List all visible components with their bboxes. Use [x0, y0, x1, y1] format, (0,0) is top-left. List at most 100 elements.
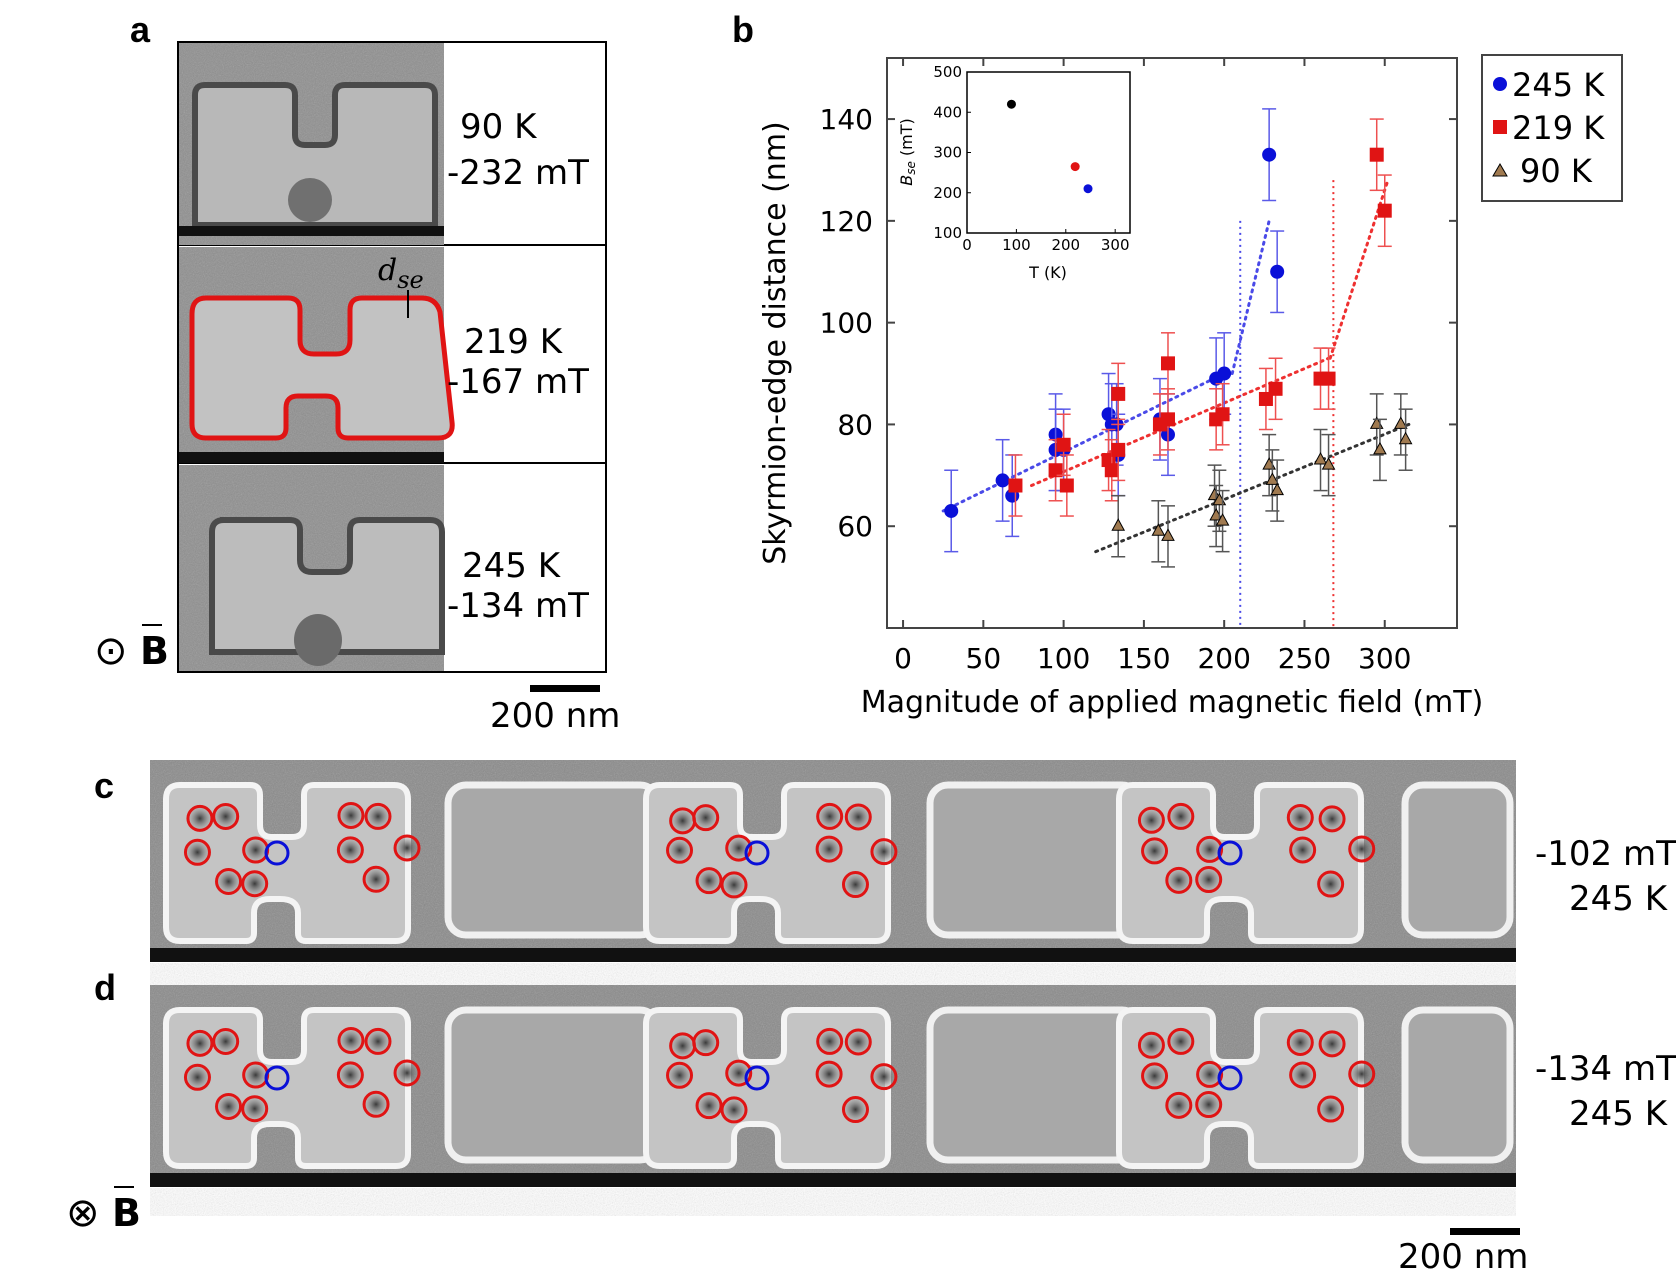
inset-x-label: T (K): [1028, 263, 1067, 282]
y-tick-label: 140: [820, 103, 873, 136]
data-point-90k: [1270, 482, 1285, 496]
temp-label-245k: 245 K: [462, 546, 562, 586]
data-points: [944, 108, 1413, 568]
panel-c: c -102 mT 245 K: [94, 760, 1676, 991]
data-point-219k: [1268, 381, 1283, 396]
temp-label-90k: 90 K: [460, 107, 538, 147]
x-tick-label: 250: [1278, 642, 1331, 675]
micrograph-90k: [179, 43, 444, 245]
panel-c-label: c: [94, 765, 114, 806]
field-label-134: -134 mT: [447, 586, 589, 626]
panel-a-label: a: [130, 9, 151, 50]
data-point-90k: [1313, 452, 1328, 465]
panel-c-temp: 245 K: [1569, 879, 1669, 919]
dse-annotation: dse: [378, 253, 424, 294]
legend-marker-219k: [1493, 120, 1507, 134]
data-point-90k: [1373, 441, 1387, 455]
temp-label-219k: 219 K: [464, 322, 564, 362]
field-label-232: -232 mT: [447, 153, 589, 193]
field-b-symbol: B: [140, 629, 169, 673]
panel-b-label: b: [732, 9, 754, 50]
micrograph-strip-c: [150, 760, 1516, 991]
inset-points: [1006, 99, 1093, 194]
data-point-90k: [1321, 457, 1336, 470]
inset-x-tick-label: 100: [1002, 236, 1031, 254]
y-tick-label: 100: [820, 307, 873, 340]
inset-frame: [966, 71, 1131, 234]
data-point-90k: [1393, 416, 1408, 429]
field-out-of-plane-icon: ⊙: [94, 628, 128, 674]
data-point-90k: [1111, 518, 1126, 531]
field-b-symbol-d: B: [112, 1191, 141, 1235]
data-point-90k: [1398, 431, 1413, 445]
micrograph-219k: [179, 247, 455, 463]
x-tick-label: 200: [1197, 642, 1250, 675]
x-tick-label: 150: [1117, 642, 1170, 675]
data-point-90k: [1151, 523, 1166, 536]
panel-d-field: -134 mT: [1535, 1049, 1676, 1089]
inset-y-label: Bse (mT): [897, 118, 918, 186]
x-tick-label: 300: [1358, 642, 1411, 675]
inset-x-tick-label: 300: [1101, 236, 1130, 254]
fit-lines: [941, 178, 1411, 628]
legend-marker-90k: [1492, 163, 1508, 177]
x-tick-label: 50: [966, 642, 1002, 675]
data-point-219k: [1048, 463, 1063, 478]
plot-frame: [886, 57, 1458, 629]
data-point-219k: [1008, 478, 1023, 493]
x-tick-label: 100: [1037, 642, 1090, 675]
data-point-90k: [1215, 513, 1230, 526]
field-into-plane-icon: ⊗: [66, 1190, 100, 1236]
y-tick-label: 120: [820, 205, 873, 238]
inset-y-tick-label: 500: [933, 63, 962, 81]
scalebar-d-label: 200 nm: [1398, 1237, 1528, 1274]
panel-a: a 90 K -232 mT dse 219 K -167 mT: [94, 9, 620, 736]
panel-d-temp: 245 K: [1569, 1094, 1669, 1134]
scalebar-d: [1450, 1228, 1520, 1235]
data-point-90k: [1161, 528, 1175, 541]
data-point-219k: [1111, 442, 1126, 457]
scalebar-a: [530, 685, 600, 692]
data-point-219k: [1377, 203, 1392, 218]
fit-line: [941, 372, 1226, 513]
scalebar-a-label: 200 nm: [490, 696, 620, 736]
data-point-245k: [1262, 147, 1277, 162]
data-point-219k: [1160, 356, 1175, 371]
inset-y-tick-label: 200: [933, 184, 962, 202]
panel-c-field: -102 mT: [1535, 834, 1676, 874]
data-point-219k: [1215, 407, 1230, 422]
micrograph-245k: [179, 465, 445, 671]
panel-d: d -134 mT 245 K ⊗ B 200 nm: [66, 967, 1676, 1274]
data-point-219k: [1160, 412, 1175, 427]
legend-label-245k: 245 K: [1512, 66, 1605, 104]
main-axis-ticks: 0 50 100 150 200 250 300 60 80 100 120 140: [820, 58, 1457, 675]
inset-point: [1070, 162, 1080, 172]
data-point-219k: [1321, 371, 1336, 386]
inset-y-tick-label: 100: [933, 224, 962, 242]
fit-line: [1230, 219, 1271, 376]
inset-y-tick-label: 300: [933, 144, 962, 162]
inset-point: [1083, 184, 1093, 194]
data-point-219k: [1369, 147, 1384, 162]
inset-x-tick-label: 0: [962, 236, 972, 254]
data-point-90k: [1265, 472, 1280, 485]
panel-b: b 0 50 100 150 200 250 300 60 80 100 120 140 Magnit…: [732, 9, 1623, 720]
legend-marker-245k: [1493, 77, 1507, 91]
data-point-219k: [1056, 437, 1071, 452]
data-point-245k: [995, 473, 1010, 488]
data-point-219k: [1059, 478, 1074, 493]
y-axis-label: Skyrmion-edge distance (nm): [758, 121, 793, 565]
data-point-245k: [944, 503, 959, 518]
fit-line: [1094, 422, 1411, 554]
legend-label-219k: 219 K: [1512, 109, 1605, 147]
micrograph-strip-d: [150, 985, 1516, 1216]
x-tick-label: 0: [894, 642, 912, 675]
inset-x-tick-label: 200: [1051, 236, 1080, 254]
inset-point: [1006, 99, 1016, 109]
inset-y-tick-label: 400: [933, 103, 962, 121]
data-point-245k: [1217, 366, 1232, 381]
field-label-167: -167 mT: [447, 362, 589, 402]
panel-d-label: d: [94, 967, 116, 1008]
